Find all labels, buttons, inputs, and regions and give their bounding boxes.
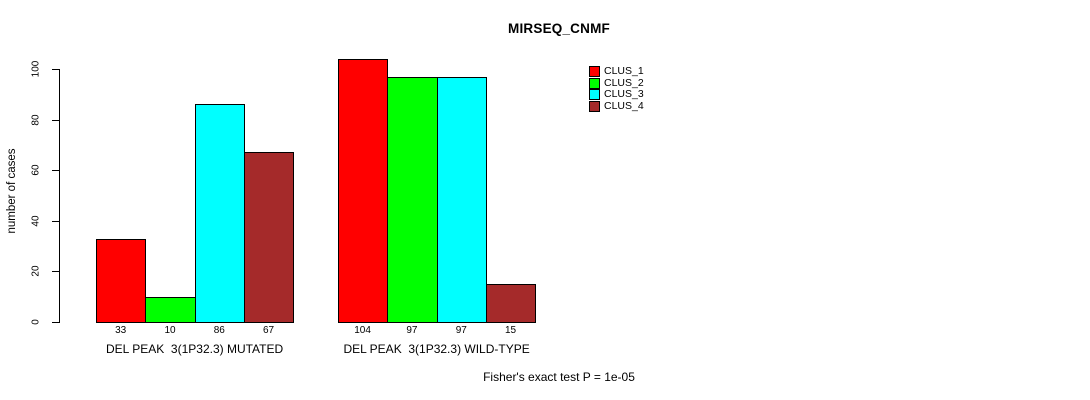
bar-value-label: 67 [262,325,275,336]
bar-value-label: 86 [213,325,225,336]
fisher-test-annotation: Fisher's exact test P = 1e-05 [483,370,635,384]
legend-swatch-clus_1 [589,66,600,77]
y-axis-tick-label: 80 [30,114,42,126]
y-axis-tick [52,69,59,70]
bar-clus_1 [96,239,147,323]
bar-clus_2 [387,77,438,323]
y-axis-tick [52,322,59,323]
y-axis-tick [52,271,59,272]
y-axis-line [59,69,60,323]
bar-clus_3 [436,77,487,323]
bar-value-label: 97 [406,325,418,336]
group-label: DEL PEAK 3(1P32.3) WILD-TYPE [343,342,530,356]
bar-value-label: 10 [164,325,176,336]
bar-value-label: 15 [504,325,517,336]
bar-value-label: 33 [115,325,127,336]
y-axis-tick [52,170,59,171]
y-axis-tick-label: 0 [30,319,42,325]
y-axis-tick-label: 20 [30,265,42,277]
y-axis-tick-label: 40 [30,215,42,227]
bar-value-label: 97 [455,325,467,336]
y-axis-tick-label: 60 [30,164,42,176]
legend-label: CLUS_2 [604,77,644,89]
bar-value-label: 104 [354,325,371,336]
y-axis-tick [52,120,59,121]
group-label: DEL PEAK 3(1P32.3) MUTATED [106,342,284,356]
legend-label: CLUS_3 [604,88,644,100]
bar-clus_4 [485,284,537,323]
y-axis-tick-label: 100 [30,60,42,78]
legend-swatch-clus_2 [589,78,600,89]
y-axis-label: number of cases [6,148,18,234]
bar-clus_1 [338,59,389,323]
bar-clus_2 [145,297,196,323]
chart-title: MIRSEQ_CNMF [508,21,610,36]
bar-clus_4 [243,152,295,323]
legend-swatch-clus_3 [589,89,600,100]
bar-clus_3 [194,104,245,323]
legend-swatch-clus_4 [589,101,600,112]
legend-label: CLUS_1 [604,65,644,77]
legend-label: CLUS_4 [604,100,644,112]
y-axis-tick [52,221,59,222]
